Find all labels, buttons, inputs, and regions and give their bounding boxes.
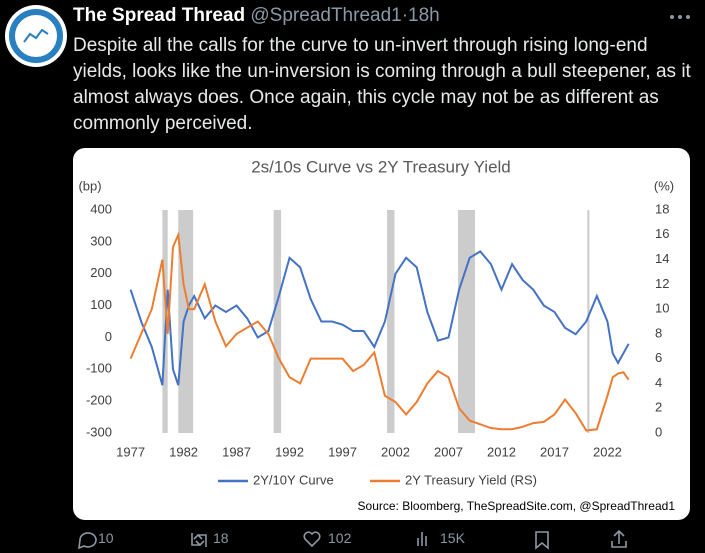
legend-label: 2Y Treasury Yield (RS): [405, 472, 537, 487]
author-handle[interactable]: @SpreadThread1: [250, 5, 402, 26]
y2-tick-label: 14: [655, 251, 669, 266]
source-note: Source: Bloomberg, TheSpreadSite.com, @S…: [358, 499, 676, 513]
x-tick-label: 1992: [275, 444, 304, 459]
recession-band: [387, 210, 395, 433]
reply-count: 10: [98, 530, 114, 546]
legend-label: 2Y/10Y Curve: [253, 472, 334, 487]
y2-tick-label: 0: [655, 424, 662, 439]
reply-icon[interactable]: [78, 532, 97, 550]
y2-tick-label: 8: [655, 325, 662, 340]
y-tick-label: 200: [90, 265, 112, 280]
views-icon[interactable]: [417, 532, 427, 546]
chart-title: 2s/10s Curve vs 2Y Treasury Yield: [251, 157, 511, 176]
retweet-icon[interactable]: [191, 533, 207, 547]
action-icons: [78, 529, 627, 550]
y2-tick-label: 2: [655, 400, 662, 415]
x-tick-label: 1982: [169, 444, 198, 459]
x-tick-label: 1997: [328, 444, 357, 459]
y-tick-label: -300: [86, 424, 112, 439]
tweet-header: The Spread Thread @SpreadThread1·18h: [73, 5, 440, 27]
tweet-text: Despite all the calls for the curve to u…: [73, 35, 691, 134]
x-tick-label: 2017: [540, 444, 569, 459]
x-tick-label: 2007: [434, 444, 463, 459]
retweet-count: 18: [213, 530, 229, 546]
author-name[interactable]: The Spread Thread: [73, 5, 246, 26]
y-tick-label: -200: [86, 393, 112, 408]
recession-band: [178, 210, 194, 433]
series-line: [129, 250, 630, 386]
avatar-logo: [23, 28, 49, 43]
y2-tick-label: 10: [655, 301, 669, 316]
like-icon[interactable]: [303, 531, 321, 548]
y-tick-label: 0: [105, 329, 112, 344]
y-tick-label: -100: [86, 361, 112, 376]
x-tick-label: 2002: [381, 444, 410, 459]
more-menu[interactable]: [670, 15, 690, 19]
y2-tick-label: 4: [655, 375, 662, 390]
x-tick-label: 1987: [222, 444, 251, 459]
y-tick-label: 400: [90, 201, 112, 216]
y2-tick-label: 18: [655, 201, 669, 216]
share-icon[interactable]: [611, 529, 627, 548]
y2-tick-label: 12: [655, 276, 669, 291]
view-count: 15K: [440, 530, 465, 546]
y2-tick-label: 6: [655, 350, 662, 365]
avatar-ring: [9, 9, 63, 63]
like-count: 102: [328, 530, 352, 546]
recession-band: [273, 210, 282, 433]
y-tick-label: 300: [90, 233, 112, 248]
y2-axis-label: (%): [654, 178, 674, 193]
y2-tick-label: 16: [655, 226, 669, 241]
bookmark-icon[interactable]: [535, 531, 549, 550]
series-line: [129, 230, 630, 432]
y-axis-label: (bp): [78, 178, 101, 193]
recession-band: [587, 210, 590, 433]
chart-panel: [73, 148, 690, 520]
timestamp[interactable]: 18h: [408, 5, 440, 26]
x-tick-label: 1977: [116, 444, 145, 459]
separator: ·: [401, 5, 409, 26]
recession-band: [458, 210, 475, 433]
x-tick-label: 2012: [487, 444, 516, 459]
y-tick-label: 100: [90, 297, 112, 312]
x-tick-label: 2022: [593, 444, 622, 459]
